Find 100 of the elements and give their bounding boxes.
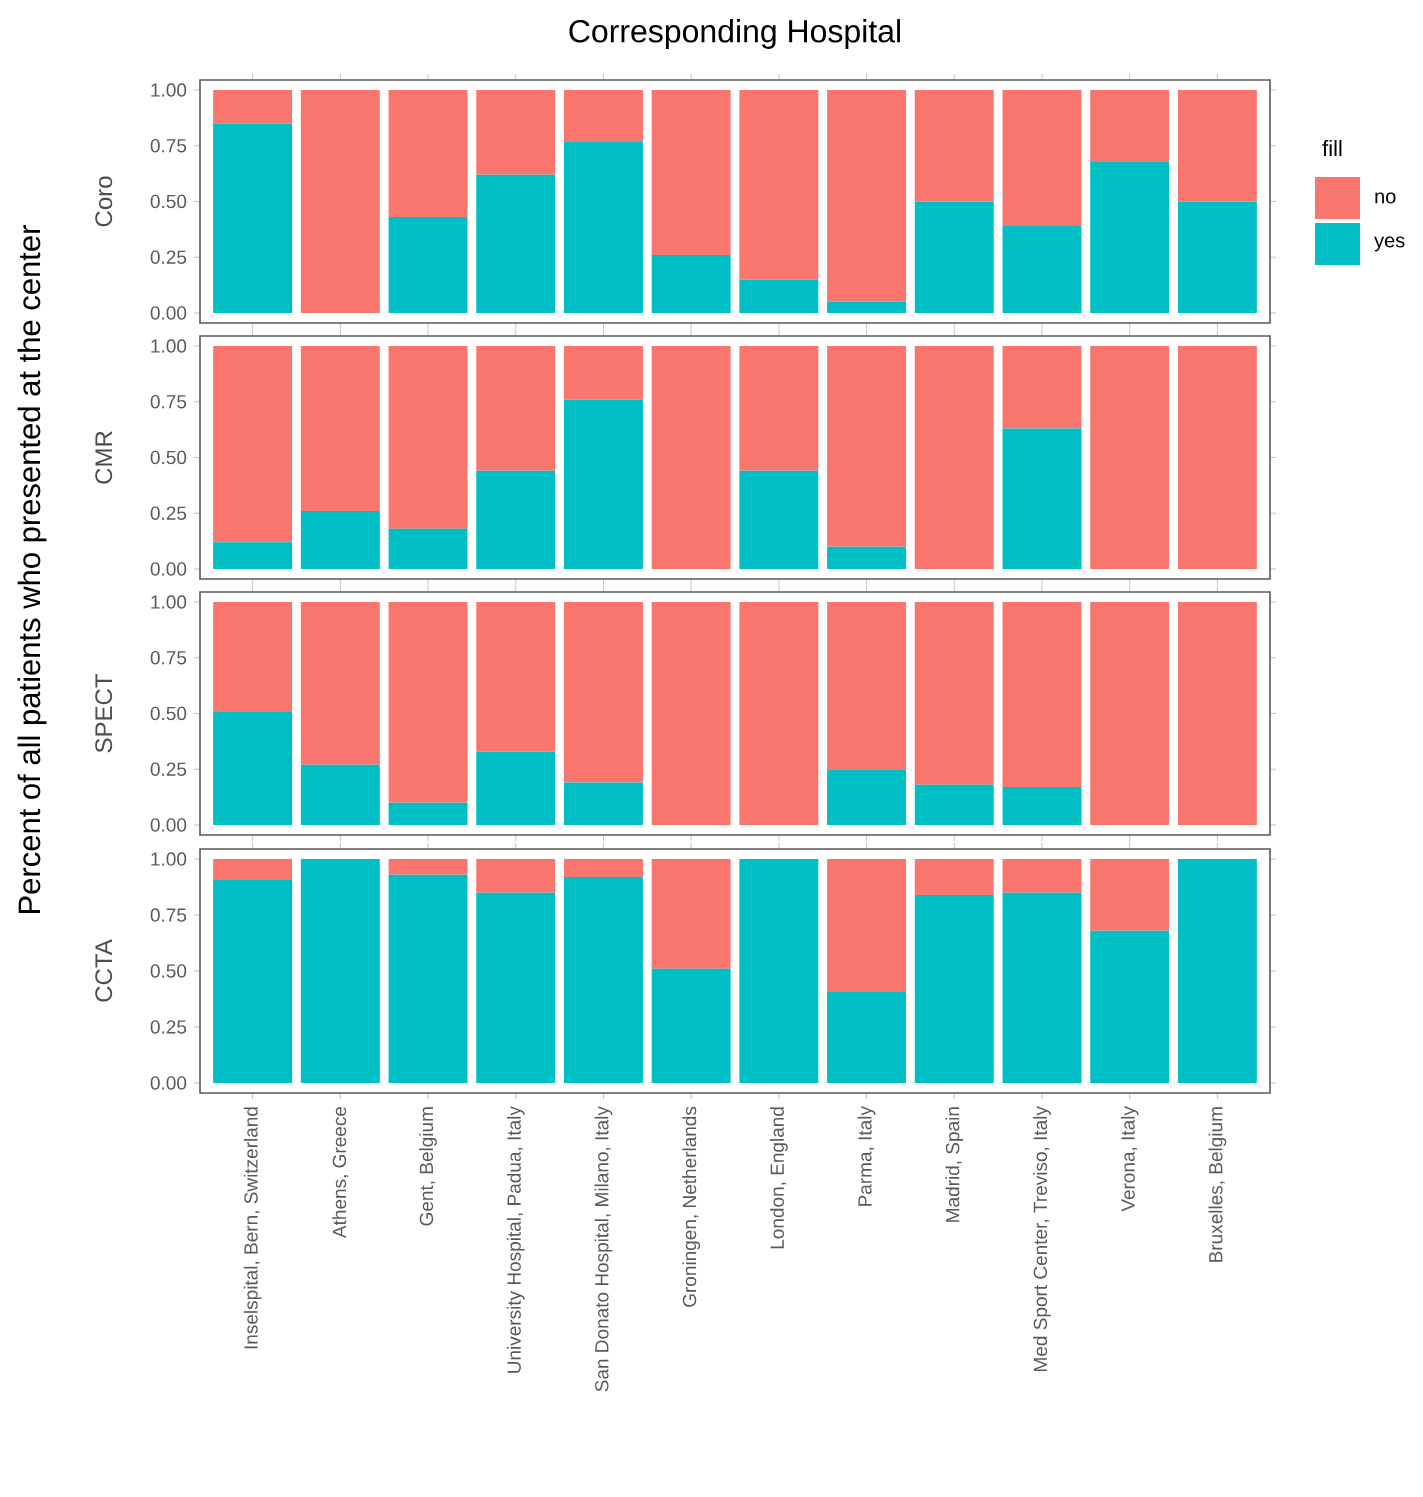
x-tick-label: Groningen, Netherlands — [682, 1106, 701, 1307]
text: Percent of all patients who presented at the center — [17, 225, 47, 913]
y-tick-label: 0.00 — [150, 1076, 187, 1090]
bar — [563, 90, 643, 142]
bar — [739, 90, 819, 280]
x-tick-label: Verona, Italy — [1120, 1106, 1139, 1212]
y-tick-label: 0.25 — [150, 1020, 187, 1034]
bar — [476, 174, 556, 313]
y-axis-title: SPECT — [95, 674, 113, 753]
bar — [476, 892, 556, 1083]
x-tick-label: San Donato Hospital, Milano, Italy — [594, 1106, 613, 1392]
y-tick-label: 0.25 — [150, 250, 187, 264]
y-tick-label: 0.50 — [150, 450, 187, 465]
y-tick-label: 0.50 — [150, 706, 187, 721]
bar — [1090, 346, 1170, 569]
bar — [1177, 201, 1257, 313]
bar — [914, 859, 994, 895]
bar — [1002, 602, 1082, 788]
bar — [213, 346, 293, 543]
y-tick-label: 0.75 — [150, 908, 187, 922]
bar — [914, 602, 994, 785]
bar — [563, 399, 643, 569]
bar — [300, 346, 380, 511]
bar — [1002, 787, 1082, 825]
bar — [1090, 930, 1170, 1083]
bar — [563, 602, 643, 783]
bar — [1002, 226, 1082, 313]
bar — [476, 602, 556, 752]
bar — [300, 602, 380, 765]
bar — [213, 602, 293, 712]
bar — [1177, 859, 1257, 1083]
bar — [651, 254, 731, 313]
bar — [213, 859, 293, 880]
bar — [739, 346, 819, 471]
bar — [388, 346, 468, 529]
bar — [827, 546, 907, 569]
bar — [1002, 428, 1082, 569]
bar — [1177, 346, 1257, 569]
bar — [563, 859, 643, 877]
bar — [300, 859, 380, 1083]
bar — [914, 201, 994, 313]
bar — [476, 859, 556, 893]
y-tick-label: 1.00 — [151, 339, 187, 353]
bar — [213, 711, 293, 825]
bar — [739, 279, 819, 313]
y-tick-label: 1.00 — [151, 852, 187, 866]
y-tick-label: 0.75 — [150, 395, 187, 409]
x-tick-label: Med Sport Center, Treviso, Italy — [1033, 1106, 1051, 1371]
x-tick-label: Athens, Greece — [332, 1106, 349, 1239]
bar — [914, 346, 994, 569]
x-tick-label: London, England — [770, 1107, 788, 1249]
chart-title: Corresponding Hospital — [569, 19, 900, 49]
y-axis-title: CMR — [95, 431, 113, 484]
bar — [388, 602, 468, 803]
bar — [651, 968, 731, 1083]
bar — [563, 782, 643, 825]
bar — [476, 346, 556, 471]
bar — [827, 859, 907, 992]
y-tick-label: 0.50 — [150, 194, 187, 209]
bar — [739, 602, 819, 825]
bar — [827, 301, 907, 313]
bar — [1090, 602, 1170, 825]
bar — [651, 90, 731, 255]
bar — [1177, 602, 1257, 825]
bar — [563, 876, 643, 1083]
bar — [827, 991, 907, 1083]
y-tick-label: 0.75 — [150, 651, 187, 665]
bar — [476, 751, 556, 825]
x-tick-label: Bruxelles, Belgium — [1208, 1107, 1227, 1262]
bar — [300, 764, 380, 825]
x-tick-label: Inselspital, Bern, Switzerland — [243, 1107, 262, 1349]
x-tick-label: University Hospital, Padua, Italy — [506, 1106, 525, 1373]
bar — [213, 90, 293, 124]
bar — [300, 510, 380, 569]
bar — [388, 528, 468, 569]
bar — [739, 859, 819, 1083]
bar — [1090, 90, 1170, 162]
bar — [651, 602, 731, 825]
bar — [388, 90, 468, 218]
bar — [1177, 90, 1257, 202]
y-tick-label: 0.00 — [150, 562, 187, 576]
bar — [476, 470, 556, 569]
legend-title: fill — [1322, 140, 1342, 156]
bar — [1002, 90, 1082, 226]
y-tick-label: 0.75 — [150, 139, 187, 153]
x-tick-label: Gent, Belgium — [419, 1107, 437, 1226]
x-tick-label: Madrid, Spain — [945, 1107, 964, 1222]
legend-label: no — [1375, 192, 1396, 204]
bar — [1090, 859, 1170, 931]
bar — [213, 879, 293, 1083]
y-tick-label: 0.25 — [150, 762, 187, 776]
bar — [300, 90, 380, 313]
bar — [739, 470, 819, 569]
y-tick-label: 0.50 — [150, 964, 187, 978]
bar — [213, 123, 293, 313]
bar — [914, 784, 994, 825]
bar — [827, 602, 907, 770]
y-tick-label: 0.25 — [150, 506, 187, 520]
bar — [651, 859, 731, 969]
bar — [1002, 892, 1082, 1083]
